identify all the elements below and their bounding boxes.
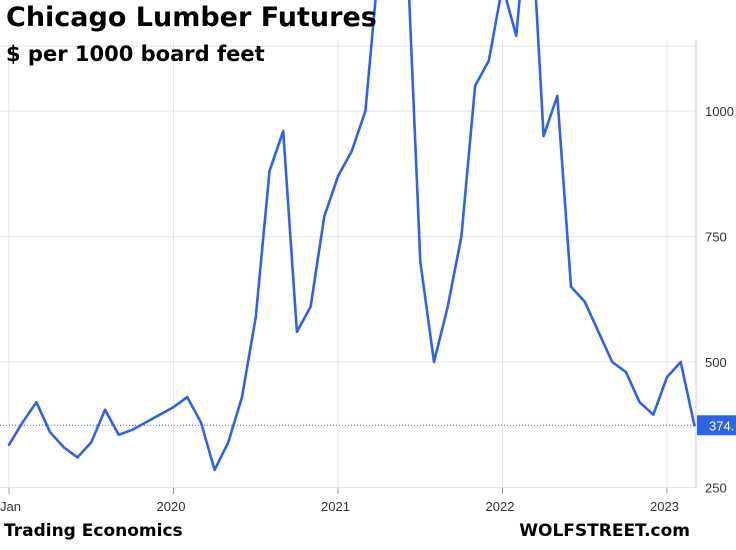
y-tick-label: 500 xyxy=(705,355,727,370)
y-tick-label: 750 xyxy=(705,230,727,245)
last-value-label: 374. xyxy=(709,418,734,433)
x-tick-label: 2021 xyxy=(321,499,350,514)
series-line xyxy=(7,0,696,472)
source-label: Trading Economics xyxy=(4,521,183,541)
axes: 2505007501000125015001750Jan202020212022… xyxy=(0,40,734,514)
x-tick-label: Jan xyxy=(0,499,21,514)
y-tick-label: 250 xyxy=(705,481,727,496)
x-tick-label: 2022 xyxy=(486,499,515,514)
series-layer xyxy=(7,0,696,472)
last-value-badge xyxy=(697,415,736,436)
last-value-marker: 374. xyxy=(0,415,736,436)
chart-title: Chicago Lumber Futures xyxy=(6,2,377,33)
grid-lines xyxy=(0,40,696,550)
publisher-label: WOLFSTREET.com xyxy=(519,521,690,541)
chart-subtitle: $ per 1000 board feet xyxy=(6,42,265,66)
x-tick-label: 2020 xyxy=(157,499,186,514)
y-tick-label: 1000 xyxy=(705,104,734,119)
x-tick-label: 2023 xyxy=(650,499,679,514)
